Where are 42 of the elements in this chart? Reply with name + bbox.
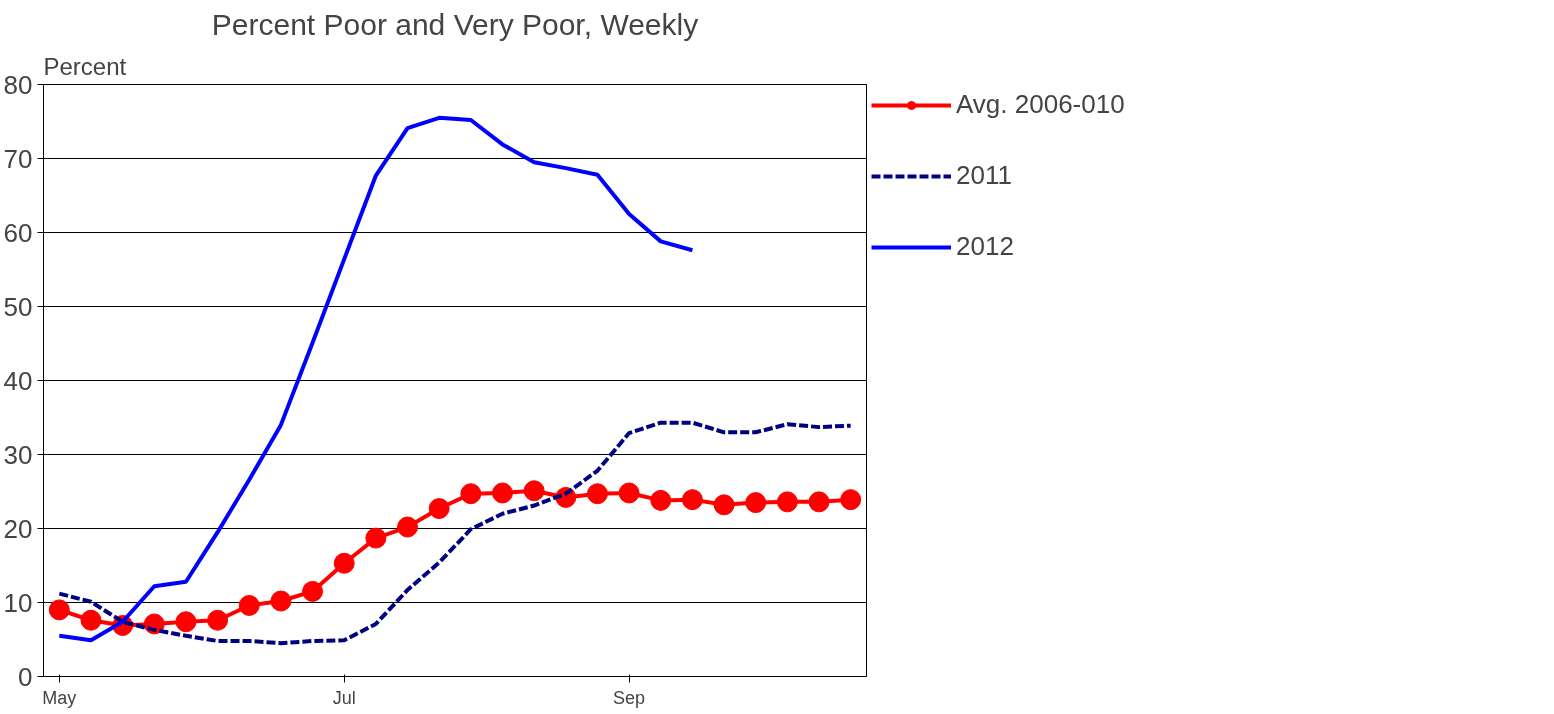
point xyxy=(618,482,640,504)
point xyxy=(713,494,735,516)
y-axis-title: Percent xyxy=(43,52,127,80)
line-series xyxy=(57,115,695,643)
chart-title: Percent Poor and Very Poor, Weekly xyxy=(211,7,699,41)
x-tick-label: Sep xyxy=(613,687,646,708)
point xyxy=(681,489,703,511)
legend-label: 2012 xyxy=(956,231,1014,262)
point xyxy=(840,489,862,511)
y-tick-label: 20 xyxy=(3,513,33,544)
x-tick-label: Jul xyxy=(332,687,356,708)
point xyxy=(428,498,450,519)
line-series xyxy=(57,420,853,646)
legend-label: Avg. 2006-010 xyxy=(956,89,1125,120)
point xyxy=(586,483,608,505)
x-tick-label: May xyxy=(42,687,77,708)
point xyxy=(523,480,545,502)
point xyxy=(650,489,672,511)
point xyxy=(460,483,482,505)
y-tick-label: 0 xyxy=(18,661,33,692)
point xyxy=(745,492,767,514)
point xyxy=(175,611,197,633)
y-tick-label: 60 xyxy=(3,217,33,248)
point xyxy=(397,516,419,538)
point xyxy=(333,552,355,574)
y-tick-label: 40 xyxy=(3,365,33,396)
point xyxy=(776,491,798,513)
point xyxy=(270,590,292,612)
point xyxy=(238,594,260,616)
point xyxy=(302,580,324,602)
point xyxy=(365,527,387,549)
point xyxy=(207,609,229,631)
legend-label: 2011 xyxy=(956,160,1012,191)
point xyxy=(491,482,513,504)
y-tick-label: 70 xyxy=(3,143,33,174)
y-tick-label: 30 xyxy=(3,439,33,470)
point xyxy=(80,609,102,631)
y-tick-label: 80 xyxy=(3,69,33,100)
y-tick-label: 10 xyxy=(3,587,33,618)
y-tick-label: 50 xyxy=(3,291,33,322)
point xyxy=(48,599,70,621)
point xyxy=(808,491,830,513)
